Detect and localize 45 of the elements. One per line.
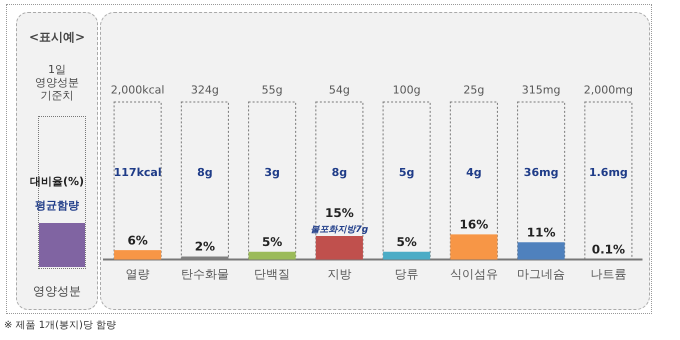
annotation: 36mg [524,166,558,179]
text: 315mg [522,83,560,96]
text: 대비율(%) [28,175,86,188]
text: ※ 제품 1개(봉지)당 함량 [4,319,116,332]
text: 25g [463,83,484,96]
x-tick-label: 나트륨 [590,267,626,282]
x-tick-label: 지방 [327,267,352,282]
annotation: 3g [264,166,280,179]
x-tick-label: 단백질 [254,267,290,282]
bar [114,250,162,260]
annotation: 1.6mg [588,166,628,179]
annotation: 4g [466,166,482,179]
text: 영양성분 [32,284,82,298]
annotation: 5g [398,166,414,179]
x-tick-label: 마그네슘 [517,267,566,282]
data-label: 5% [262,234,282,249]
text: 54g [328,83,350,96]
annotation: 117kcal [114,166,162,179]
data-label: 11% [526,225,556,240]
x-tick-label: 식이섬유 [450,267,498,282]
annotation: 불포화지방7g [310,224,369,235]
data-label: 2% [194,240,216,254]
x-tick-label: 당류 [394,267,419,282]
annotation: 8g [332,166,348,179]
annotation: 8g [197,166,213,179]
data-label: 5% [396,234,417,249]
bar [518,242,565,260]
bar [316,236,363,260]
bar [248,252,296,260]
text: 1일 영양성분 기준치 [34,63,80,102]
text: 55g [262,83,283,96]
data-label: 16% [460,218,488,232]
x-tick-label: 탄수화물 [180,267,229,282]
data-label: 15% [325,206,354,220]
text: 2,000kcal [110,83,164,96]
bar [383,252,430,260]
data-label: 6% [127,233,148,248]
text: <표시예> [28,30,86,44]
data-label: 0.1% [592,242,626,257]
text: 평균함량 [34,199,80,212]
x-tick-label: 열량 [126,267,150,282]
bar [450,234,498,260]
text: 324g [190,83,219,96]
text: 100g [392,83,421,96]
text: 2,000mg [584,83,633,96]
